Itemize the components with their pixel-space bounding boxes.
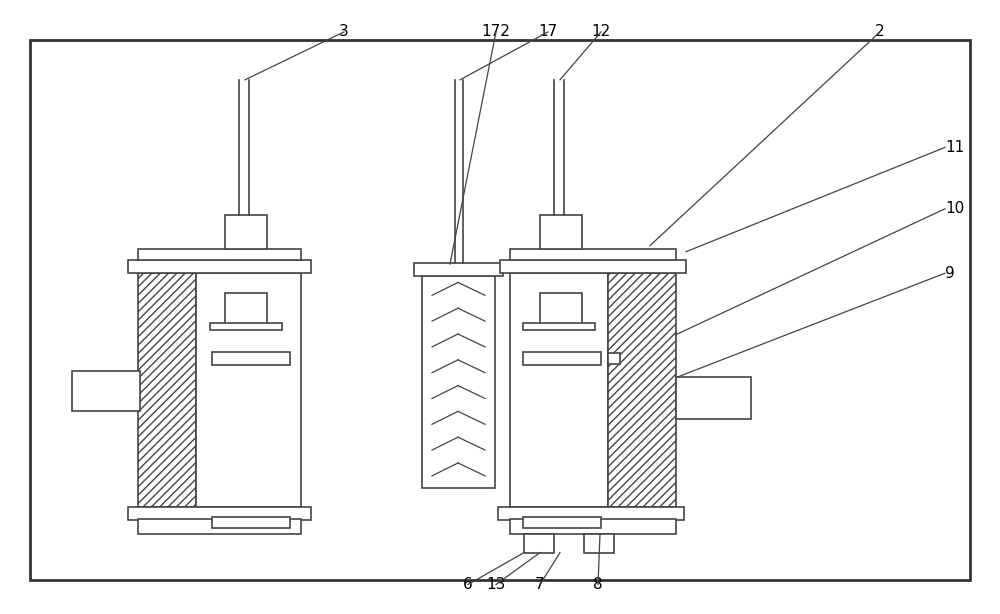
Text: 7: 7 xyxy=(535,577,545,592)
Bar xyxy=(30,40,970,580)
Text: 2: 2 xyxy=(875,25,885,39)
Bar xyxy=(524,534,554,553)
Text: 11: 11 xyxy=(945,140,964,155)
Bar xyxy=(212,517,290,528)
Bar xyxy=(210,323,282,330)
Bar xyxy=(510,273,608,507)
Bar xyxy=(422,276,495,488)
Bar xyxy=(584,534,614,553)
Bar xyxy=(196,273,301,507)
Bar xyxy=(608,353,620,364)
Bar xyxy=(212,352,290,365)
Bar xyxy=(138,273,196,507)
Bar xyxy=(225,293,267,327)
Bar xyxy=(523,323,595,330)
Bar xyxy=(500,260,686,273)
Bar xyxy=(523,517,601,528)
Bar xyxy=(608,273,676,507)
Text: 3: 3 xyxy=(339,25,349,39)
Bar xyxy=(510,519,676,534)
Text: 8: 8 xyxy=(593,577,603,592)
Text: 9: 9 xyxy=(945,266,955,281)
Bar xyxy=(128,507,311,520)
Text: 6: 6 xyxy=(463,577,473,592)
Bar xyxy=(225,215,267,249)
Bar xyxy=(510,249,676,260)
Bar xyxy=(540,293,582,327)
Bar xyxy=(128,260,311,273)
Bar xyxy=(138,519,301,534)
Bar xyxy=(138,249,301,260)
Bar xyxy=(523,352,601,365)
Text: 172: 172 xyxy=(482,25,510,39)
Bar xyxy=(498,507,684,520)
Text: 12: 12 xyxy=(591,25,611,39)
Text: 13: 13 xyxy=(486,577,506,592)
Bar xyxy=(72,371,140,411)
Text: 17: 17 xyxy=(538,25,558,39)
Bar xyxy=(676,377,751,419)
Bar xyxy=(414,263,503,276)
Bar xyxy=(540,215,582,249)
Text: 10: 10 xyxy=(945,201,964,216)
